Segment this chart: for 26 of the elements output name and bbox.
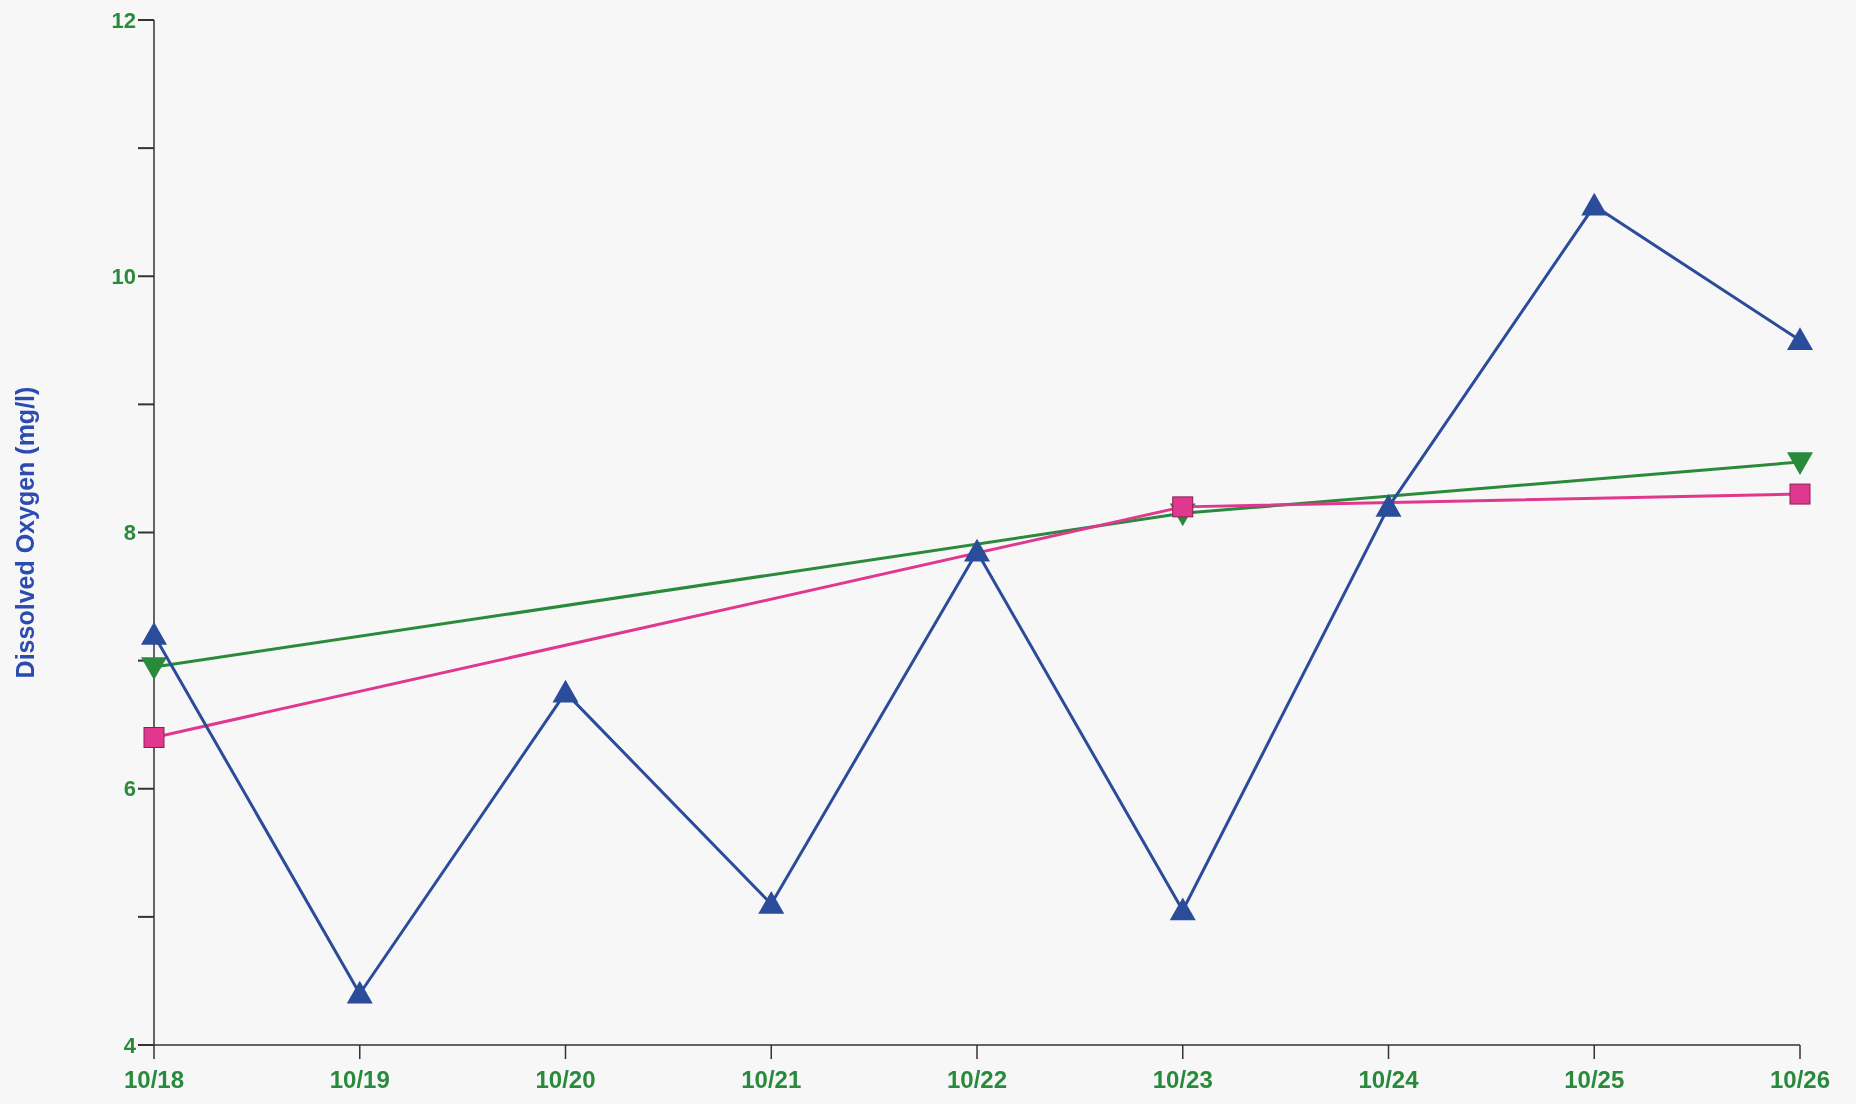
y-tick-label: 10 [111,263,136,289]
point [964,538,990,562]
point [1789,483,1811,505]
y-tick-label: 8 [123,520,136,546]
y-tick-label: 12 [111,7,136,33]
x-tick-label: 10/21 [741,1066,802,1093]
point [141,622,167,645]
point [1787,327,1813,351]
x-tick-label: 10/24 [1358,1066,1420,1093]
x-tick-label: 10/18 [123,1066,185,1093]
x-tick-label: 10/20 [535,1066,596,1093]
point [1375,493,1402,517]
y-tick-label: 4 [123,1032,137,1058]
y-tick-label: 6 [123,776,136,802]
point [346,980,373,1004]
point [143,727,165,748]
x-tick-label: 10/22 [946,1066,1008,1093]
point [1169,897,1196,921]
x-tick-label: 10/19 [329,1066,390,1093]
x-tick-label: 10/25 [1564,1066,1625,1093]
point [1581,192,1608,216]
x-tick-label: 10/26 [1769,1066,1831,1093]
point [758,891,785,914]
point [552,679,579,703]
x-tick-label: 10/23 [1152,1066,1213,1093]
y-axis-title: Dissolved Oxygen (mg/l) [11,386,39,679]
